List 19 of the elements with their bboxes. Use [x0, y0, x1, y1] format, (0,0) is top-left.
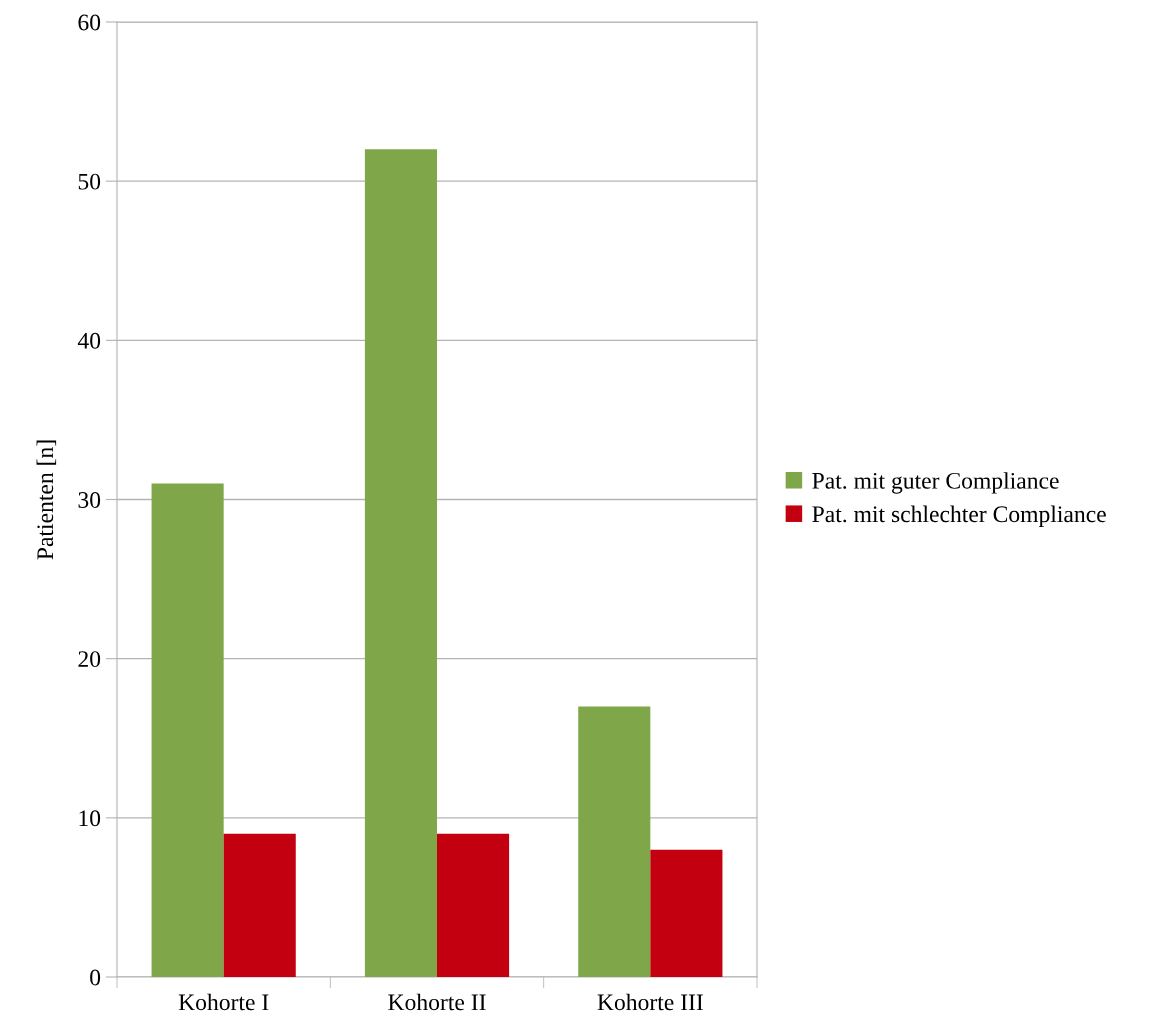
x-tick-label: Kohorte III: [597, 993, 703, 1011]
legend-label: Pat. mit guter Compliance: [812, 472, 1059, 494]
y-tick-label: 30: [78, 491, 101, 508]
bar: [437, 833, 510, 977]
bar: [151, 483, 224, 977]
x-tick-label: Kohorte II: [388, 993, 486, 1011]
y-axis-title: Patienten [n]: [36, 440, 57, 560]
x-tick-label: Kohorte I: [178, 993, 269, 1011]
y-tick-label: 0: [90, 969, 101, 986]
bar: [578, 706, 651, 977]
y-tick-label: 50: [78, 173, 101, 190]
y-tick-label: 20: [78, 651, 101, 668]
bar: [364, 149, 437, 977]
bar: [650, 849, 723, 977]
y-tick-label: 40: [77, 332, 101, 349]
legend-label: Pat. mit schlechter Compliance: [812, 505, 1106, 527]
y-tick-label: 10: [79, 810, 101, 827]
bar: [223, 833, 296, 977]
y-tick-label: 60: [78, 14, 101, 31]
